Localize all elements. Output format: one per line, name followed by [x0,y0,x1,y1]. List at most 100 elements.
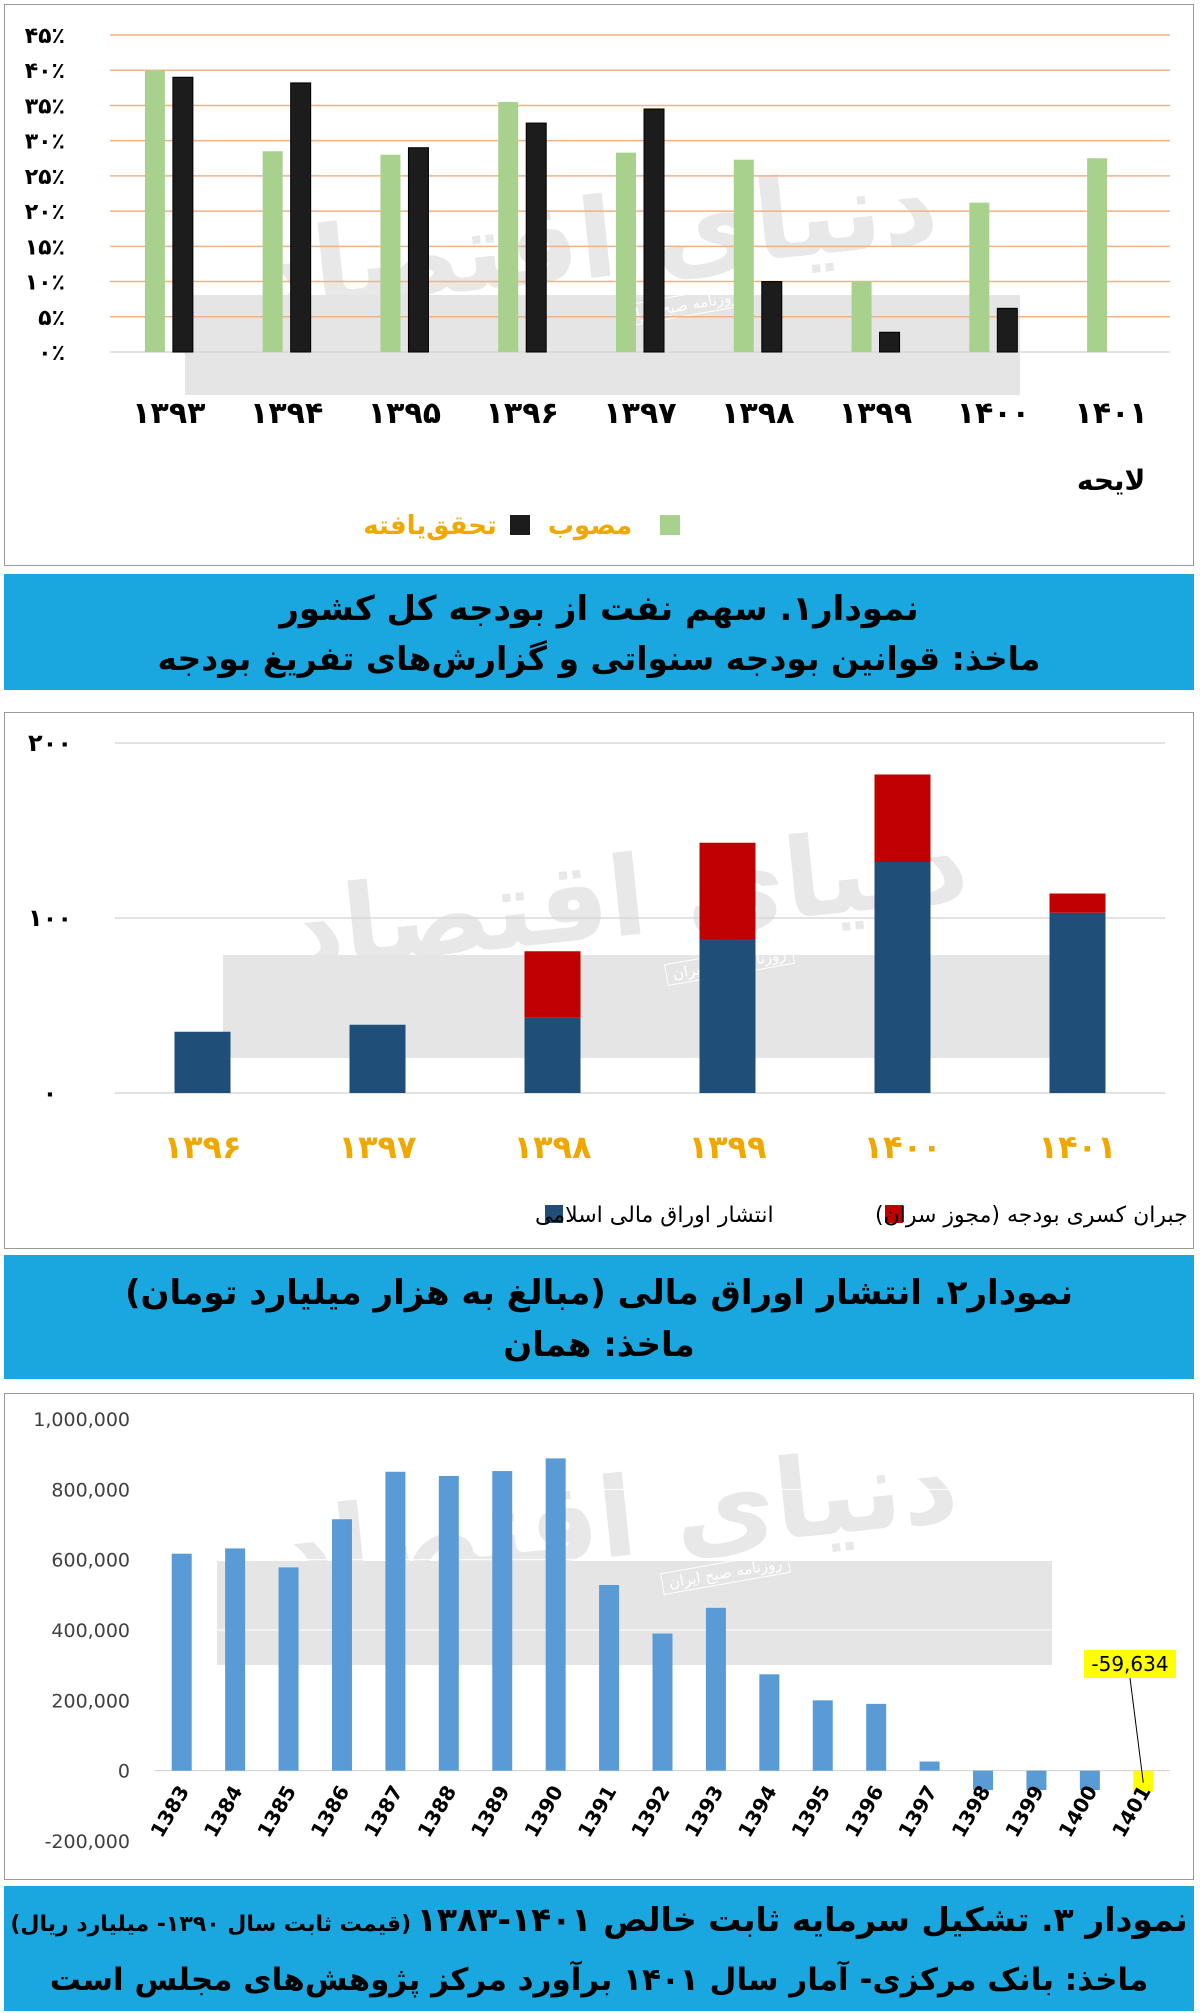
y-tick-label: 0 [118,1761,130,1783]
chart3-title: نمودار ۳. تشکیل سرمایه ثابت خالص ۱۴۰۱-۱۳… [416,1900,1188,1939]
x-tick-label: ۱۳۹۹ [839,396,912,431]
bar [171,1553,192,1771]
legend-swatch-deficit [885,1205,903,1223]
x-tick-label: 1393 [680,1781,729,1841]
x-tick-label: ۱۳۹۴ [250,396,323,431]
bar-approved [262,151,283,352]
x-tick-label: 1396 [840,1781,889,1841]
y-tick-label: ۰٪ [38,341,65,366]
bar [492,1471,513,1771]
bar [1026,1770,1047,1791]
legend-label-islamic-bonds: انتشار اوراق مالی اسلامی [535,1203,774,1228]
x-tick-label: ۱۳۹۷ [603,396,676,431]
x-tick-label: 1395 [786,1781,835,1841]
bar-approved [851,281,872,352]
y-tick-label: 1,000,000 [33,1409,130,1431]
y-tick-label: ۵٪ [38,306,65,331]
x-tick-label: ۱۳۹۵ [368,396,441,431]
bar-realized [525,122,547,353]
bar [919,1761,940,1771]
chart1-panel: دنیای اقتصاد روزنامه صبح ایران ۴۵٪ ۴۰٪ ۳۵٪… [4,4,1194,566]
bar [599,1584,620,1771]
chart3-panel: دنیای اقتصاد روزنامه صبح ایران 1,000,000… [4,1393,1194,1880]
chart3-unit: (قیمت ثابت سال ۱۳۹۰- میلیارد ریال) [10,1912,412,1937]
bar [278,1567,299,1771]
x-tick-label: 1389 [466,1781,515,1841]
legend-label-approved: مصوب [548,511,632,541]
x-tick-label: 1390 [519,1781,568,1841]
bar-segment-deficit [874,774,931,862]
bar [225,1548,246,1771]
y-tick-label: ۱۰۰ [28,904,72,932]
x-tick-label: 1387 [359,1781,408,1841]
chart3-svg: 1,000,000 800,000 600,000 400,000 200,000 0 -2… [33,1409,1176,1853]
bar [331,1519,352,1771]
bar [438,1475,459,1771]
y-tick-label: ۲۵٪ [25,165,65,190]
legend-swatch-islamic-bonds [545,1205,563,1223]
y-tick-label: ۱۵٪ [25,235,65,260]
chart2-title: نمودار۲. انتشار اوراق مالی (مبالغ به هزا… [124,1273,1074,1313]
chart3-caption: نمودار ۳. تشکیل سرمایه ثابت خالص ۱۴۰۱-۱۳… [4,1886,1194,2011]
y-tick-label: ۴۵٪ [25,24,65,49]
bar-realized [879,331,901,353]
bar-realized [996,307,1018,353]
chart2-svg: ۲۰۰ ۱۰۰ ۰ ۱۳۹۶ ۱۳۹۷ ۱۳۹۸ ۱۳۹۹ ۱۴۰۰ ۱۴۰۱ جبران کسر… [28,729,1188,1228]
x-tick-label: 1391 [573,1781,622,1841]
y-tick-label: ۴۰٪ [25,59,65,84]
bar [1079,1770,1100,1791]
legend-swatch-approved [660,515,680,535]
chart1-source: ماخذ: قوانین بودجه سنواتی و گزارش‌های تف… [157,639,1041,678]
y-tick-label: 200,000 [51,1690,130,1712]
bar-segment-islamic-bonds [174,1031,231,1093]
y-tick-label: ۱۰٪ [25,271,65,296]
chart2-source: ماخذ: همان [503,1325,695,1365]
x-tick-label: 1392 [626,1781,675,1841]
x-tick-label: ۱۴۰۱ [1074,396,1147,431]
bar-segment-deficit [524,951,581,1018]
bar-segment-islamic-bonds [874,862,931,1093]
x-tick-label: 1383 [145,1781,194,1841]
bar [973,1770,994,1791]
bar-realized [761,281,783,353]
x-tick-label: ۱۳۹۶ [486,396,559,431]
bar-approved [380,154,401,352]
x-tick-label: ۱۴۰۰ [863,1128,941,1166]
y-tick-label: ۳۵٪ [25,94,65,119]
chart1-title: نمودار۱. سهم نفت از بودجه کل کشور [279,589,919,629]
legend-swatch-realized [510,515,530,535]
data-label-leader [1129,1677,1144,1783]
bar-approved [498,101,519,352]
bar-realized [643,108,665,353]
y-tick-label: 400,000 [51,1620,130,1642]
bar-segment-islamic-bonds [524,1017,581,1093]
bar [545,1458,566,1771]
bar-segment-islamic-bonds [349,1024,406,1093]
bar [705,1607,726,1771]
bar-segment-islamic-bonds [699,939,756,1093]
x-tick-label: 1399 [1000,1781,1049,1841]
bar-realized [172,76,194,353]
x-tick-label: ۱۳۹۸ [513,1128,592,1166]
y-tick-label: 600,000 [51,1550,130,1572]
x-tick-label: 1386 [306,1781,355,1841]
bar-approved [616,152,636,352]
legend-label-realized: تحقق‌یافته [363,511,497,541]
bar-segment-deficit [699,842,756,939]
bar-realized [407,147,429,353]
bar-approved [969,202,990,352]
bar [812,1700,833,1771]
data-label: -59,634 [1091,1652,1168,1676]
bar-segment-islamic-bonds [1049,912,1106,1093]
y-tick-label: ۳۰٪ [25,130,65,155]
y-tick-label: -200,000 [45,1831,130,1853]
chart2-caption: نمودار۲. انتشار اوراق مالی (مبالغ به هزا… [4,1255,1194,1379]
bar-approved [144,70,165,352]
data-label-box [1084,1650,1176,1678]
chart1-caption: نمودار۱. سهم نفت از بودجه کل کشور ماخذ: … [4,574,1194,690]
y-tick-label: ۲۰۰ [28,729,72,757]
bar-realized [290,82,312,353]
x-tick-label: 1400 [1054,1781,1103,1841]
legend-label-deficit: جبران کسری بودجه (مجوز سران) [875,1203,1188,1228]
x-tick-label: 1384 [199,1781,248,1841]
